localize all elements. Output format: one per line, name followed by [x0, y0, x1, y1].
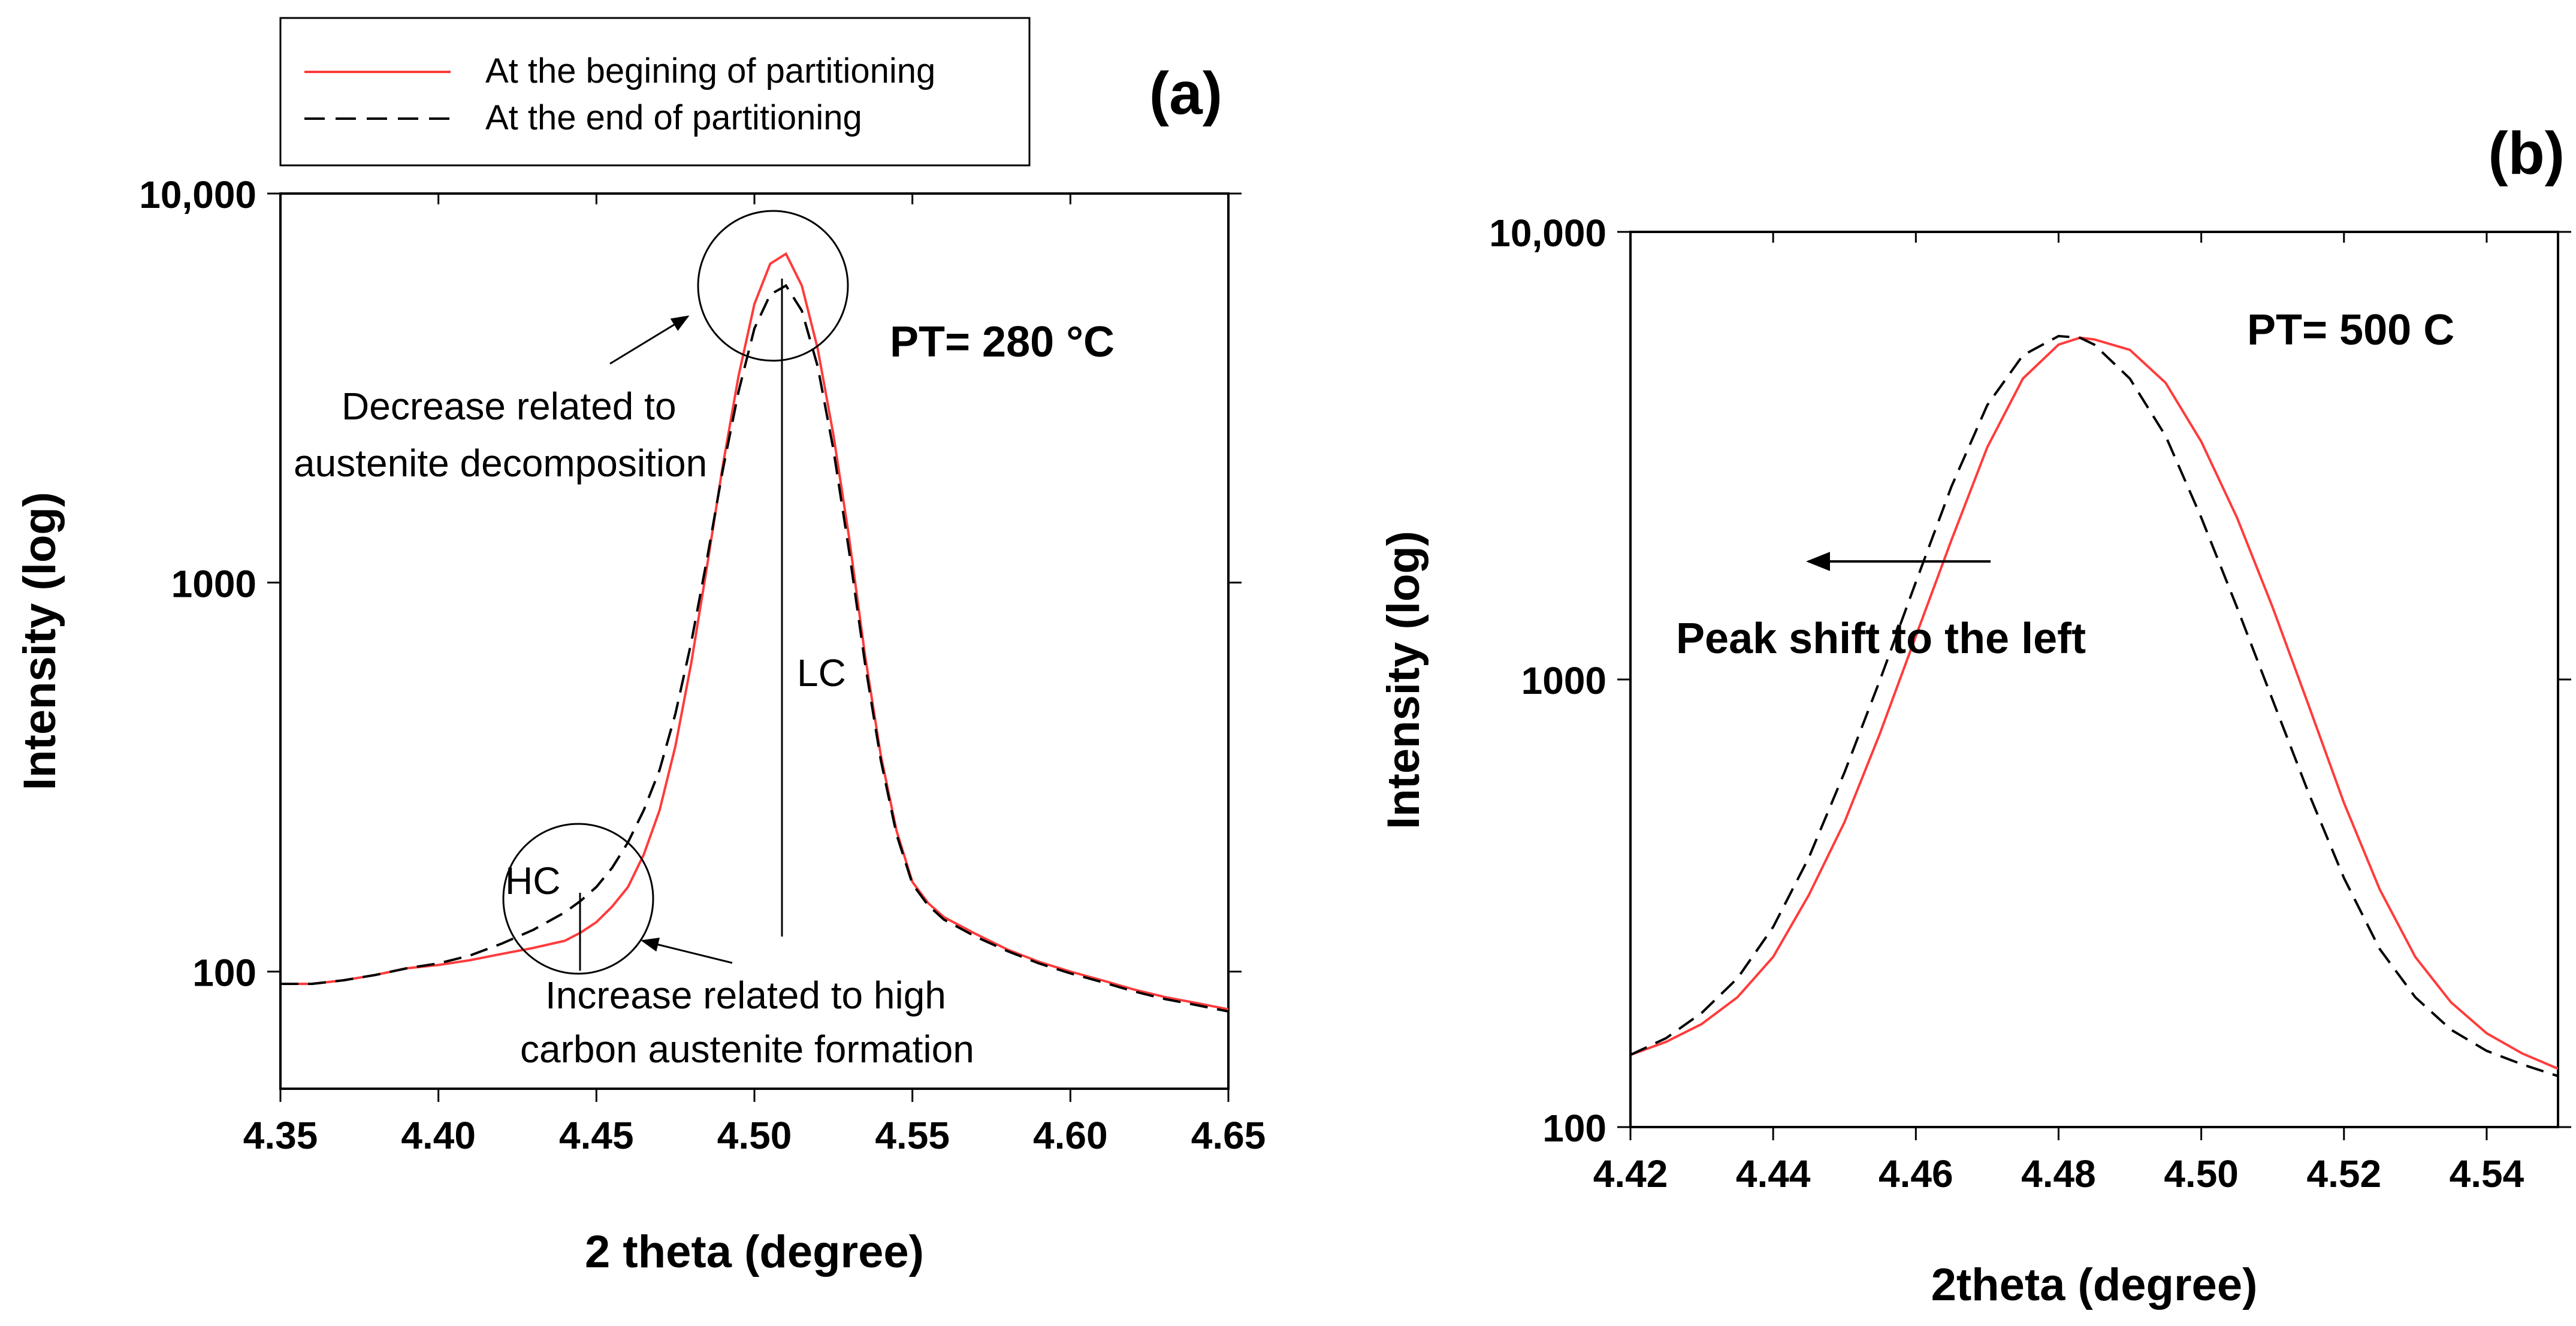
- legend-label-end: At the end of partitioning: [485, 98, 862, 137]
- annotation-circle-peak: [697, 210, 849, 362]
- y-tick-label: 10,000: [139, 173, 256, 216]
- y-tick-label: 100: [192, 952, 256, 995]
- y-tick-label: 100: [1542, 1107, 1606, 1150]
- annotation-hc: HC: [505, 859, 560, 902]
- legend: At the begining of partitioning At the e…: [279, 17, 1031, 167]
- annotation-circle-hc: [502, 823, 654, 975]
- x-tick-label: 4.35: [243, 1114, 318, 1157]
- legend-label-begin: At the begining of partitioning: [485, 52, 935, 90]
- annotation-pt-b: PT= 500 C: [2247, 306, 2454, 354]
- x-tick-label: 4.52: [2306, 1152, 2381, 1195]
- x-tick-label: 4.42: [1593, 1152, 1668, 1195]
- x-axis-title-b: 2theta (degree): [1931, 1259, 2258, 1310]
- x-tick-label: 4.65: [1191, 1114, 1266, 1157]
- annotation-increase-line1: Increase related to high: [545, 974, 946, 1017]
- annotation-lc: LC: [797, 651, 846, 694]
- annotation-increase-line2: carbon austenite formation: [520, 1028, 974, 1071]
- x-tick-label: 4.45: [559, 1114, 634, 1157]
- x-tick-label: 4.60: [1033, 1114, 1108, 1157]
- series-line-end-b: [1630, 334, 2558, 1077]
- x-axis-ticks-b: 4.42 4.44 4.46 4.48 4.50 4.52 4.54: [1593, 232, 2524, 1195]
- plot-frame-b: [1629, 231, 2559, 1128]
- x-tick-label: 4.55: [875, 1114, 950, 1157]
- annotation-shift: Peak shift to the left: [1676, 615, 2086, 663]
- panel-label-a: (a): [1149, 60, 1222, 127]
- legend-box: [279, 17, 1031, 167]
- series-line-begin-a: [280, 252, 1228, 1011]
- x-tick-label: 4.50: [717, 1114, 792, 1157]
- x-tick-label: 4.40: [401, 1114, 476, 1157]
- x-tick-label: 4.46: [1879, 1152, 1953, 1195]
- annotation-decrease-line1: Decrease related to: [342, 385, 677, 428]
- panel-label-b: (b): [2488, 120, 2565, 187]
- y-axis-title-b: Intensity (log): [1378, 531, 1429, 829]
- x-tick-label: 4.48: [2021, 1152, 2096, 1195]
- y-axis-ticks-a: 100 1000 10,000: [139, 173, 1242, 995]
- x-axis-ticks-a: 4.35 4.40 4.45 4.50 4.55 4.60 4.65: [243, 194, 1266, 1157]
- y-tick-label: 1000: [171, 562, 256, 605]
- series-line-end-a: [280, 283, 1228, 1013]
- annotation-pt-a: PT= 280 °C: [890, 318, 1115, 366]
- panel-b: (b) 4.42 4.44 4.46 4.48 4.50 4.52 4.54 100 1000…: [1378, 120, 2571, 1310]
- annotation-arrow-peak: [609, 315, 690, 365]
- x-tick-label: 4.54: [2450, 1152, 2524, 1195]
- panel-a: At the begining of partitioning At the e…: [14, 17, 1266, 1277]
- annotation-arrow-hc: [641, 937, 733, 964]
- series-line-begin-b: [1630, 336, 2558, 1070]
- y-tick-label: 10,000: [1489, 212, 1606, 255]
- y-tick-label: 1000: [1521, 659, 1606, 702]
- x-axis-title-a: 2 theta (degree): [585, 1227, 924, 1277]
- x-tick-label: 4.44: [1736, 1152, 1811, 1195]
- y-axis-ticks-b: 100 1000 10,000: [1489, 212, 2571, 1150]
- annotation-decrease-line2: austenite decomposition: [294, 442, 707, 485]
- y-axis-title-a: Intensity (log): [14, 492, 65, 790]
- x-tick-label: 4.50: [2164, 1152, 2239, 1195]
